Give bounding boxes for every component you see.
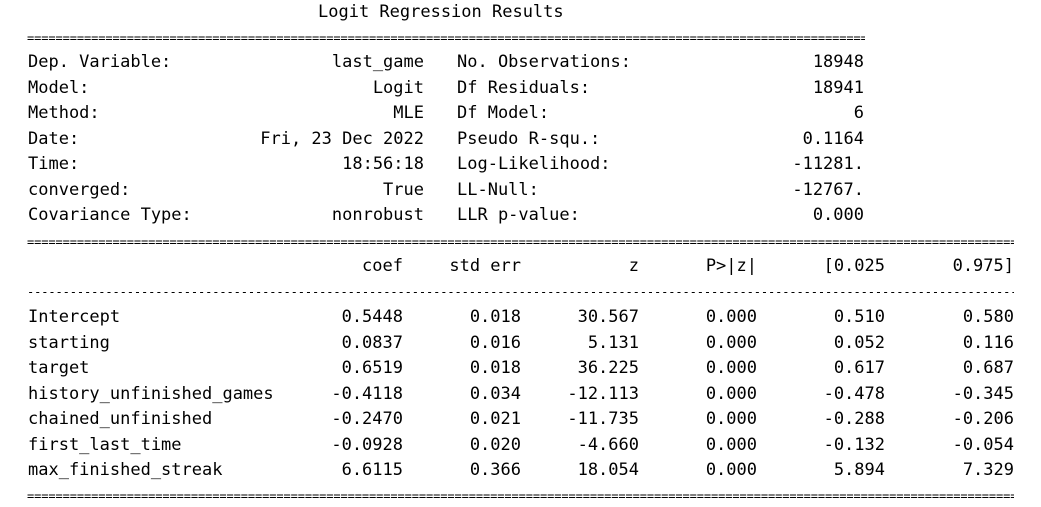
summary-left-value: nonrobust (331, 205, 424, 225)
coef-cell: 0.5448 (341, 307, 403, 327)
bottom-double-rule: ========================================… (27, 489, 1014, 503)
summary-right-value: 6 (853, 103, 864, 123)
coef-column-header: P>|z| (705, 256, 757, 276)
variable-name: chained_unfinished (28, 409, 213, 429)
coef-cell: -0.345 (952, 383, 1014, 404)
coef-cell: 0.580 (962, 307, 1014, 327)
coef-column-header: std err (449, 256, 521, 276)
coef-cell: 0.617 (833, 358, 885, 378)
coef-cell: 36.225 (577, 358, 639, 378)
summary-right-value: -11281. (792, 154, 864, 174)
variable-name: max_finished_streak (28, 460, 223, 480)
top-double-rule: ========================================… (27, 31, 865, 45)
header-dashed-rule: ----------------------------------------… (27, 285, 1014, 299)
summary-left-value: last_game (331, 52, 424, 72)
coef-cell: 0.016 (469, 332, 521, 353)
summary-left-value: Fri, 23 Dec 2022 (260, 128, 424, 149)
coef-cell: 0.000 (705, 409, 757, 429)
variable-name: starting (28, 332, 110, 353)
coef-cell: 0.000 (705, 460, 757, 480)
page-title: Logit Regression Results (318, 2, 564, 22)
mid-double-rule: ========================================… (27, 235, 1014, 249)
coef-cell: 0.034 (469, 383, 521, 404)
summary-left-label: Dep. Variable: (28, 52, 172, 72)
coef-cell: 0.510 (833, 307, 885, 327)
coef-cell: 0.000 (705, 307, 757, 327)
coef-cell: 7.329 (962, 460, 1014, 480)
coef-cell: 0.0837 (341, 332, 403, 353)
summary-right-label: Pseudo R-squ.: (457, 128, 601, 149)
summary-left-value: Logit (372, 77, 424, 98)
coef-column-header: coef (362, 256, 403, 276)
coef-cell: -12.113 (567, 383, 639, 404)
summary-right-label: LL-Null: (457, 179, 539, 200)
summary-left-label: Time: (28, 154, 80, 174)
summary-right-value: 0.1164 (802, 128, 864, 149)
summary-left-label: Method: (28, 103, 100, 123)
summary-right-value: 18941 (812, 77, 864, 98)
coef-column-header: z (628, 256, 639, 276)
summary-right-label: Df Residuals: (457, 77, 591, 98)
coef-cell: 0.000 (705, 332, 757, 353)
coef-cell: 0.000 (705, 358, 757, 378)
variable-name: Intercept (28, 307, 121, 327)
coef-cell: 0.116 (962, 332, 1014, 353)
summary-left-label: converged: (28, 179, 131, 200)
coef-cell: 5.131 (587, 332, 639, 353)
coef-cell: 30.567 (577, 307, 639, 327)
coef-cell: 0.020 (469, 434, 521, 455)
summary-right-label: LLR p-value: (457, 205, 580, 225)
coef-cell: -0.2470 (331, 409, 403, 429)
summary-left-label: Date: (28, 128, 80, 149)
coef-cell: 0.6519 (341, 358, 403, 378)
coef-cell: 0.366 (469, 460, 521, 480)
coef-cell: -0.206 (952, 409, 1014, 429)
coef-cell: 0.018 (469, 307, 521, 327)
variable-name: history_unfinished_games (28, 383, 274, 404)
summary-left-value: True (383, 179, 424, 200)
coef-cell: 0.018 (469, 358, 521, 378)
coef-cell: -0.4118 (331, 383, 403, 404)
summary-right-value: 18948 (812, 52, 864, 72)
coef-column-header: 0.975] (952, 256, 1014, 276)
coef-cell: -0.0928 (331, 434, 403, 455)
variable-name: first_last_time (28, 434, 182, 455)
coef-cell: 0.687 (962, 358, 1014, 378)
summary-right-label: Log-Likelihood: (457, 154, 611, 174)
coef-cell: -11.735 (567, 409, 639, 429)
coef-cell: -0.288 (823, 409, 885, 429)
summary-right-label: Df Model: (457, 103, 550, 123)
coef-cell: 6.6115 (341, 460, 403, 480)
coef-cell: 0.021 (469, 409, 521, 429)
summary-left-label: Covariance Type: (28, 205, 192, 225)
coef-cell: -4.660 (577, 434, 639, 455)
summary-left-value: 18:56:18 (342, 154, 424, 174)
coef-cell: 0.000 (705, 383, 757, 404)
summary-left-value: MLE (393, 103, 424, 123)
coef-cell: 18.054 (577, 460, 639, 480)
coef-cell: -0.478 (823, 383, 885, 404)
summary-left-label: Model: (28, 77, 90, 98)
coef-cell: -0.054 (952, 434, 1014, 455)
coef-cell: 5.894 (833, 460, 885, 480)
coef-cell: 0.000 (705, 434, 757, 455)
coef-column-header: [0.025 (823, 256, 885, 276)
summary-right-label: No. Observations: (457, 52, 631, 72)
variable-name: target (28, 358, 90, 378)
coef-cell: -0.132 (823, 434, 885, 455)
summary-right-value: -12767. (792, 179, 864, 200)
summary-right-value: 0.000 (812, 205, 864, 225)
coef-cell: 0.052 (833, 332, 885, 353)
